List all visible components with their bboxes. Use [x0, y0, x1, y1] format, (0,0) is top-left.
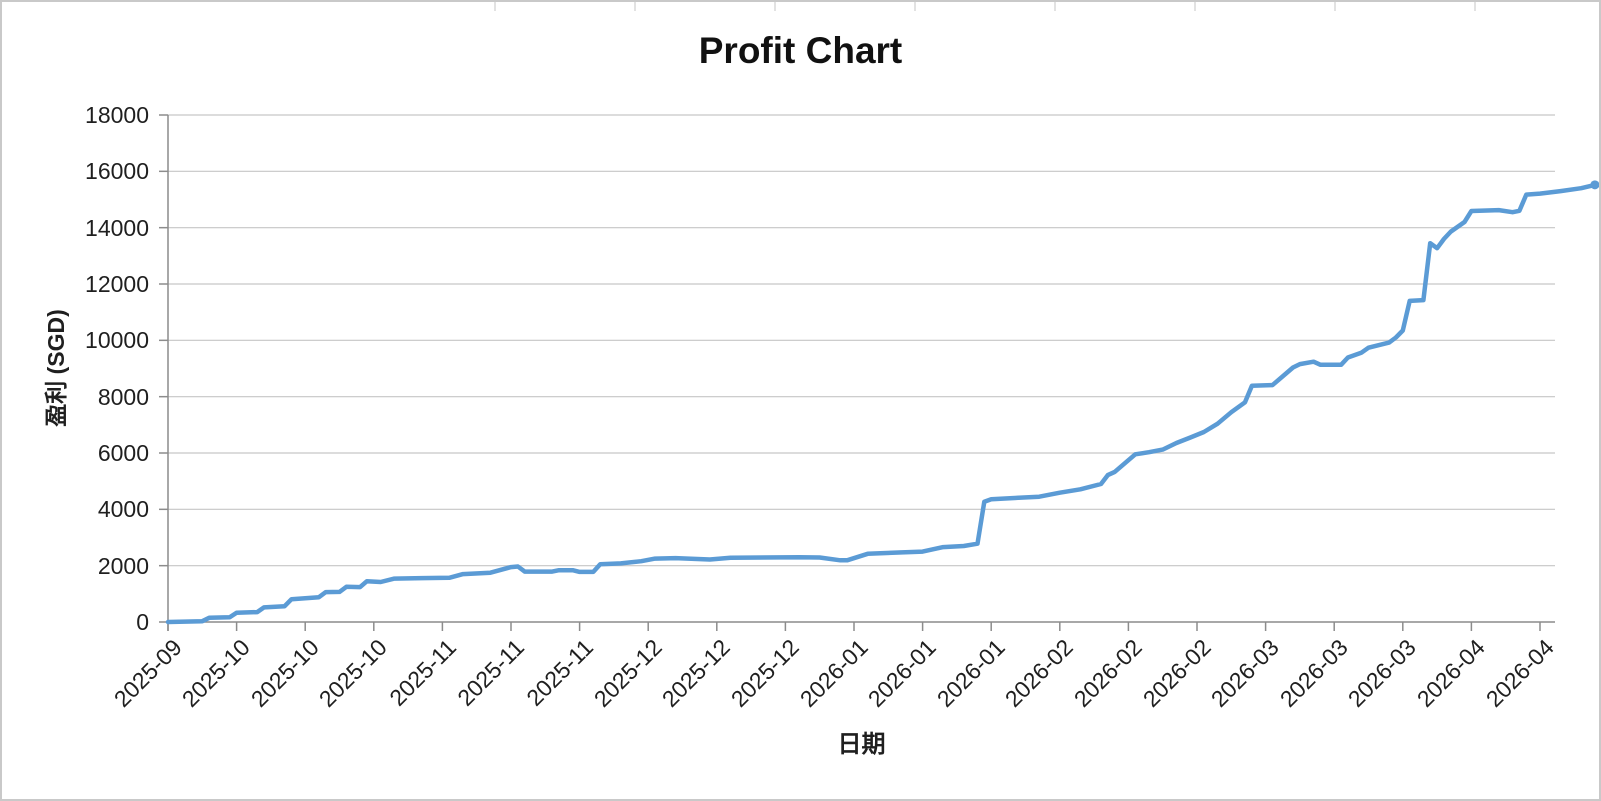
y-tick-label: 0 — [136, 609, 149, 635]
x-axis-title: 日期 — [837, 731, 886, 758]
chart-title: Profit Chart — [698, 30, 903, 71]
y-tick-label: 14000 — [85, 214, 149, 241]
line-end-marker — [1590, 180, 1599, 190]
y-tick-label: 2000 — [97, 552, 149, 579]
y-tick-label: 4000 — [97, 496, 149, 523]
y-tick-label: 8000 — [97, 383, 149, 410]
y-tick-label: 10000 — [85, 327, 149, 354]
y-tick-label: 6000 — [97, 440, 149, 466]
y-tick-label: 12000 — [85, 271, 149, 297]
profit-line — [165, 182, 1598, 625]
y-tick-label: 16000 — [85, 158, 149, 185]
y-tick-label: 18000 — [85, 102, 149, 128]
